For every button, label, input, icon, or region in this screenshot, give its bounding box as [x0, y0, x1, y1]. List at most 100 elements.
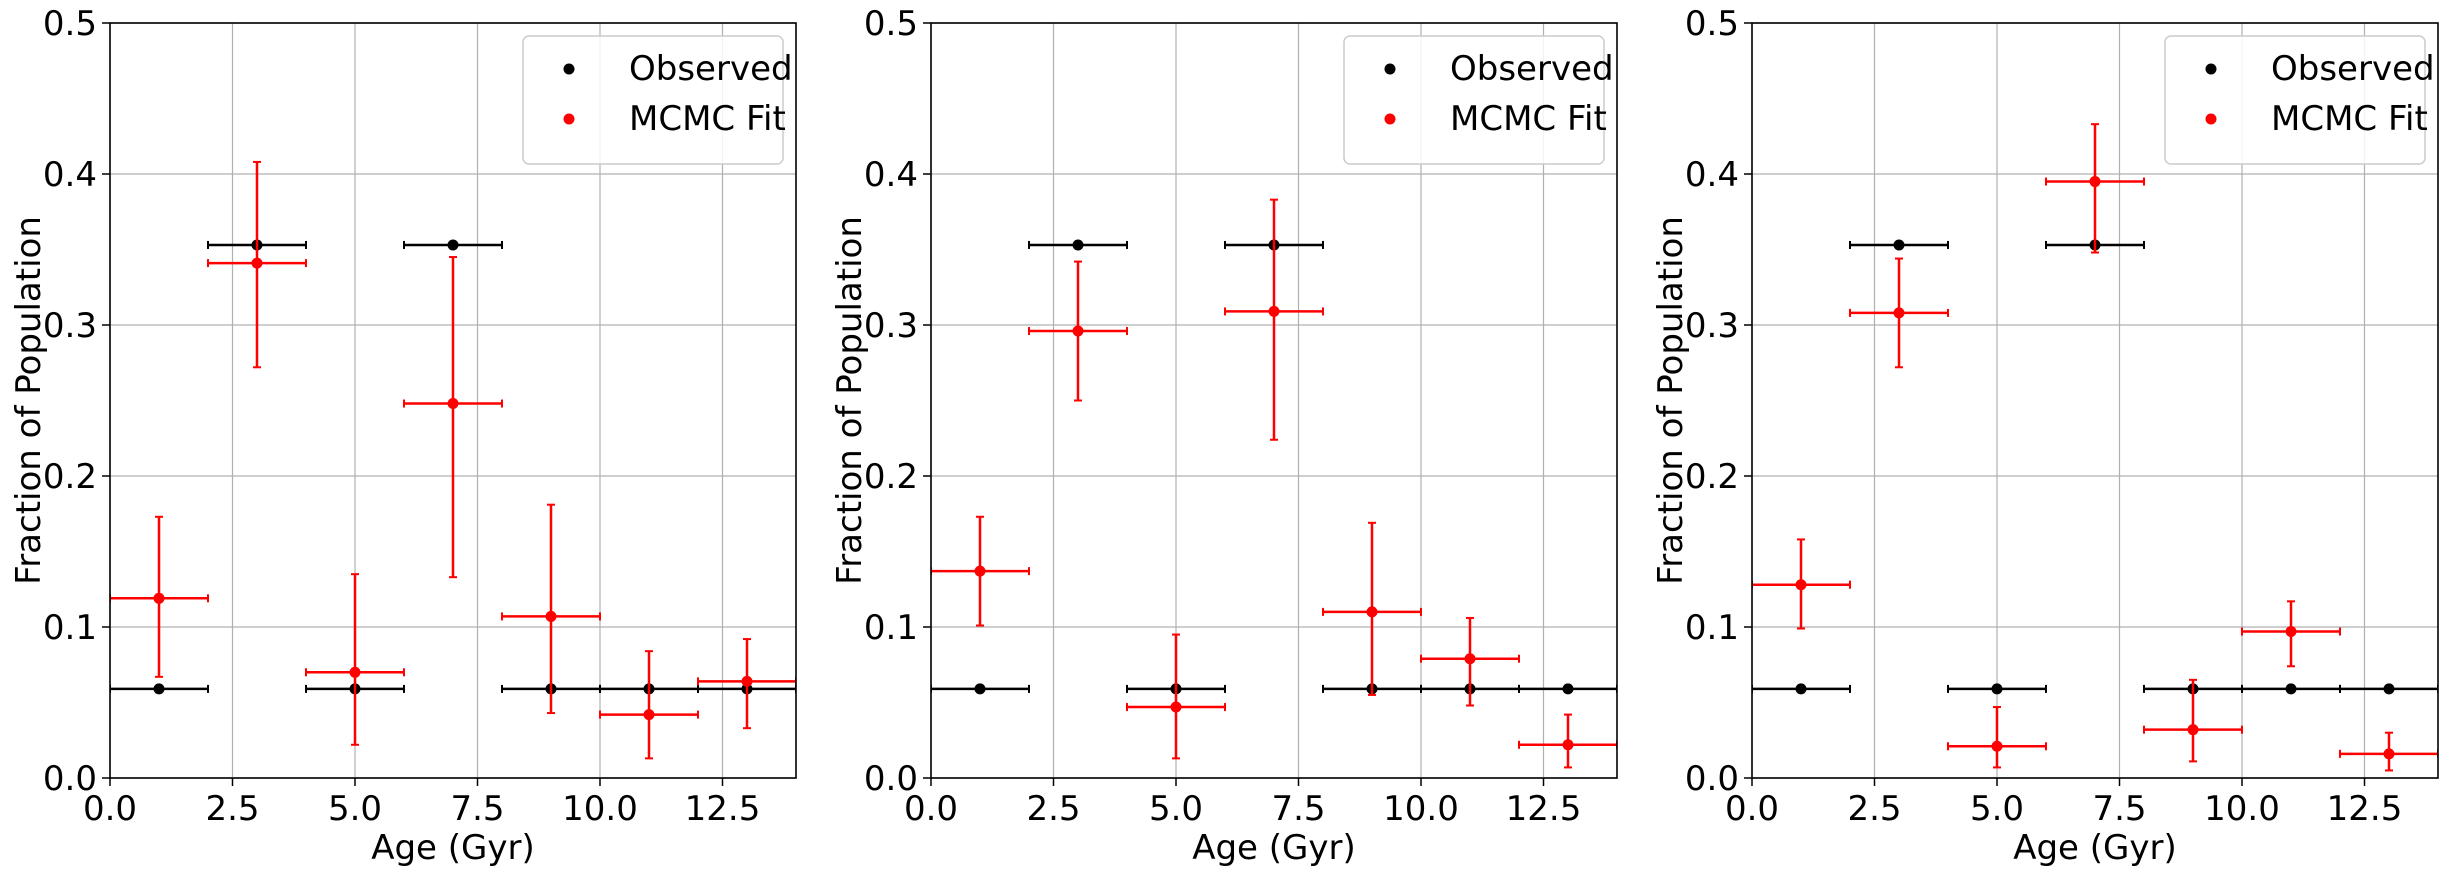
data-point [447, 239, 459, 251]
x-tick-label: 2.5 [1847, 789, 1901, 829]
data-point [1170, 701, 1182, 713]
y-axis-label: Fraction of Population [830, 216, 870, 585]
legend-marker [1384, 113, 1396, 125]
x-tick-label: 5.0 [1149, 789, 1203, 829]
plot-frame [109, 22, 797, 779]
data-point [1464, 653, 1476, 665]
x-tick-label: 5.0 [1970, 789, 2024, 829]
y-tick-label: 0.5 [1685, 4, 1739, 44]
x-tick-label: 10.0 [2204, 789, 2280, 829]
y-tick-label: 0.1 [864, 608, 918, 648]
y-tick-label: 0.5 [43, 4, 97, 44]
data-point [1991, 683, 2003, 695]
y-tick-label: 0.3 [864, 306, 918, 346]
x-tick-label: 10.0 [562, 789, 638, 829]
data-point [1893, 239, 1905, 251]
data-point [1072, 325, 1084, 337]
series-mcmc-fit [110, 160, 796, 760]
data-point [1795, 579, 1807, 591]
x-tick-label: 5.0 [328, 789, 382, 829]
y-tick-label: 0.2 [864, 457, 918, 497]
data-layer [110, 160, 796, 760]
data-point [974, 683, 986, 695]
data-point [741, 675, 753, 687]
legend-marker [563, 63, 575, 75]
y-tick-label: 0.3 [43, 306, 97, 346]
data-point [974, 565, 986, 577]
data-point [643, 709, 655, 721]
y-axis-label: Fraction of Population [9, 216, 49, 585]
y-tick-label: 0.0 [43, 759, 97, 799]
legend-marker [2205, 63, 2217, 75]
x-axis-label: Age (Gyr) [2013, 828, 2177, 868]
y-tick-label: 0.3 [1685, 306, 1739, 346]
x-tick-label: 12.5 [685, 789, 761, 829]
x-tick-label: 7.5 [1271, 789, 1325, 829]
chart-panel-2: 0.0 0.1 0.2 0.3 0.4 0.5 0.0 2.5 5.0 7.5 10.0 12.5 Ag… [830, 4, 1618, 868]
legend-marker [563, 113, 575, 125]
y-tick-label: 0.2 [1685, 457, 1739, 497]
y-tick-label: 0.1 [1685, 608, 1739, 648]
data-point [2285, 683, 2297, 695]
y-axis-label: Fraction of Population [1651, 216, 1691, 585]
data-layer [931, 198, 1617, 769]
data-point [2187, 724, 2199, 736]
data-point [1562, 683, 1574, 695]
data-point [153, 683, 165, 695]
y-tick-label: 0.1 [43, 608, 97, 648]
legend-label: Observed [1450, 49, 1614, 89]
legend-box [2164, 35, 2426, 165]
x-tick-label: 0.0 [1725, 789, 1779, 829]
y-tick-label: 0.4 [1685, 155, 1739, 195]
plot-frame [930, 22, 1618, 779]
x-tick-label: 0.0 [904, 789, 958, 829]
y-tick-label: 0.4 [864, 155, 918, 195]
x-tick-label: 2.5 [1026, 789, 1080, 829]
data-point [1366, 606, 1378, 618]
x-tick-label: 12.5 [2327, 789, 2403, 829]
data-point [1072, 239, 1084, 251]
x-tick-label: 0.0 [83, 789, 137, 829]
legend: Observed MCMC Fit [1343, 35, 1614, 165]
y-tick-label: 0.0 [1685, 759, 1739, 799]
legend-label: MCMC Fit [629, 99, 786, 139]
data-point [1991, 740, 2003, 752]
legend: Observed MCMC Fit [2164, 35, 2435, 165]
y-tick-label: 0.5 [864, 4, 918, 44]
data-point [2383, 683, 2395, 695]
data-point [1795, 683, 1807, 695]
data-point [1562, 739, 1574, 751]
legend-box [1343, 35, 1605, 165]
data-point [545, 610, 557, 622]
data-point [2089, 176, 2101, 188]
chart-panel-1: 0.0 0.1 0.2 0.3 0.4 0.5 0.0 2.5 5.0 7.5 10.0 12.5 Ag… [9, 4, 797, 868]
data-point [1268, 305, 1280, 317]
x-tick-label: 7.5 [2092, 789, 2146, 829]
legend-label: Observed [629, 49, 793, 89]
data-point [2383, 748, 2395, 760]
series-mcmc-fit [931, 198, 1617, 769]
chart-panel-3: 0.0 0.1 0.2 0.3 0.4 0.5 0.0 2.5 5.0 7.5 10.0 12.5 Ag… [1651, 4, 2439, 868]
series-observed [1752, 239, 2438, 695]
data-layer [1752, 123, 2438, 772]
x-tick-label: 12.5 [1506, 789, 1582, 829]
x-axis-label: Age (Gyr) [371, 828, 535, 868]
data-point [1893, 307, 1905, 319]
legend-box [522, 35, 784, 165]
legend-label: MCMC Fit [2271, 99, 2428, 139]
plot-frame [1751, 22, 2439, 779]
x-tick-label: 7.5 [450, 789, 504, 829]
legend-marker [2205, 113, 2217, 125]
data-point [153, 592, 165, 604]
legend-marker [1384, 63, 1396, 75]
data-point [447, 398, 459, 410]
series-mcmc-fit [1752, 123, 2438, 772]
x-tick-label: 2.5 [205, 789, 259, 829]
legend: Observed MCMC Fit [522, 35, 793, 165]
x-tick-label: 10.0 [1383, 789, 1459, 829]
x-axis-label: Age (Gyr) [1192, 828, 1356, 868]
data-point [349, 666, 361, 678]
data-point [251, 257, 263, 269]
legend-label: Observed [2271, 49, 2435, 89]
